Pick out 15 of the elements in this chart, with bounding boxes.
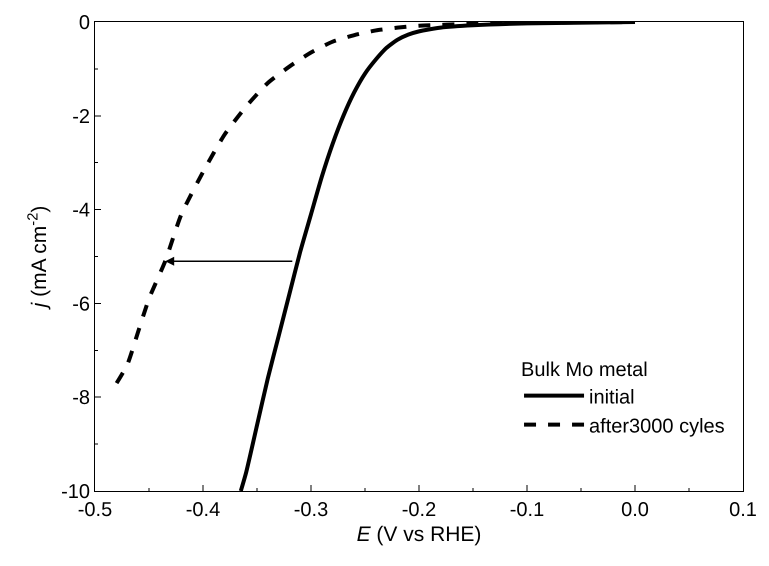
y-tick-label: -8 [72, 387, 90, 410]
legend-label: initial [589, 386, 635, 408]
x-tick-label: -0.1 [510, 499, 544, 521]
x-axis-title: E (V vs RHE) [356, 523, 482, 546]
x-tick-label: -0.4 [186, 499, 220, 521]
x-tick-label: -0.3 [294, 499, 328, 521]
x-tick-label: -0.2 [402, 499, 436, 521]
y-tick-label: -6 [72, 293, 90, 316]
y-tick-label: 0 [78, 12, 90, 34]
legend-label: after3000 cyles [589, 415, 725, 438]
y-tick-label: -2 [72, 106, 90, 128]
legend-title: Bulk Mo metal [521, 359, 648, 382]
x-tick-label: 0.1 [729, 499, 757, 521]
x-tick-label: 0.0 [621, 499, 649, 521]
y-tick-label: -4 [72, 200, 90, 222]
